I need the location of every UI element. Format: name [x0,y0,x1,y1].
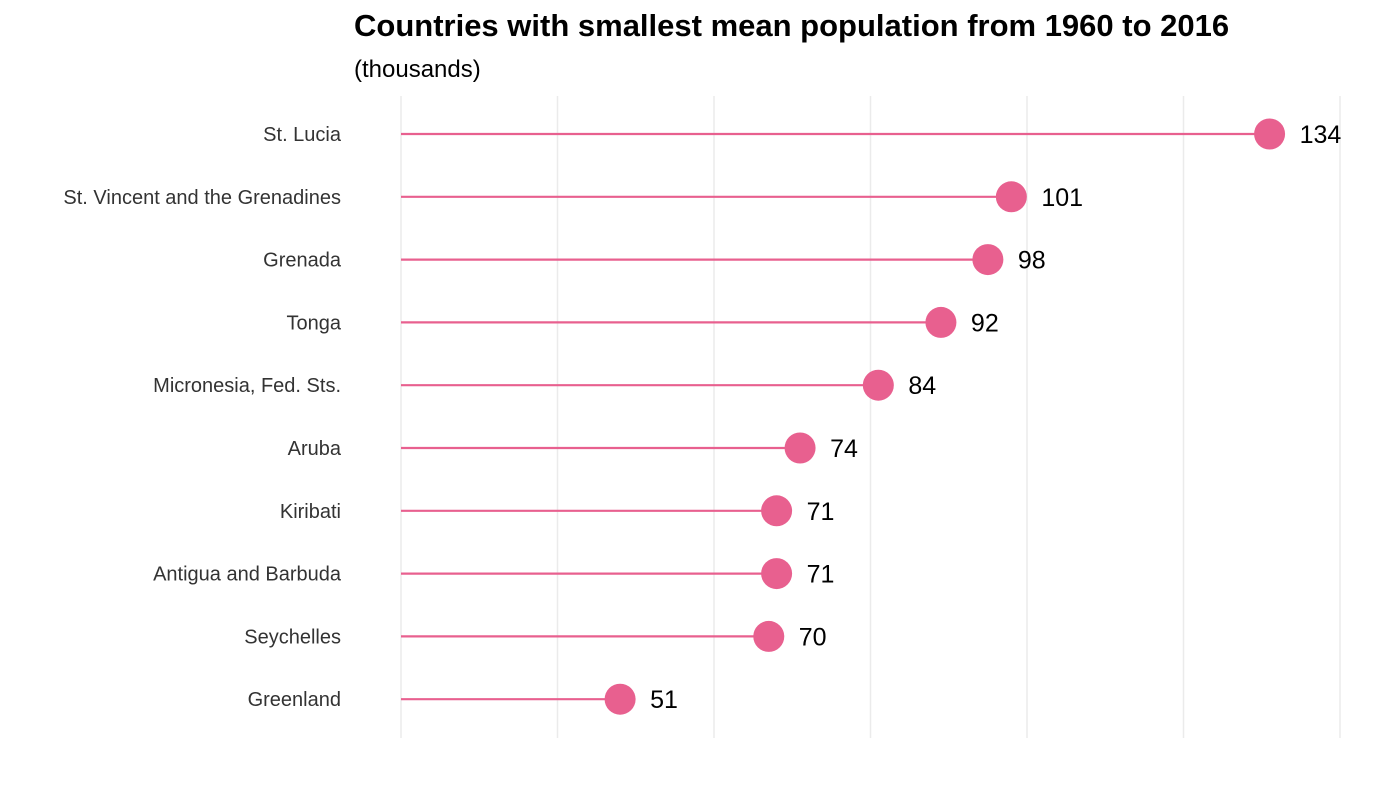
grid-lines [400,96,1341,738]
value-label: 71 [807,498,835,526]
lollipop-dot [1254,118,1286,150]
dots [604,118,1286,715]
category-label: Kiribati [280,501,341,523]
value-label: 101 [1041,184,1083,212]
chart-title: Countries with smallest mean population … [354,8,1230,43]
value-label: 71 [807,561,835,589]
lollipop-dot [753,620,785,652]
value-label: 51 [650,686,678,714]
value-label: 70 [799,623,827,651]
value-label: 92 [971,309,999,337]
lollipop-dot [862,369,894,401]
lollipop-dot [761,495,793,527]
category-label: Aruba [288,438,342,460]
category-label: St. Lucia [263,124,342,146]
category-label: Grenada [263,250,342,272]
value-label: 98 [1018,247,1046,275]
category-label: Greenland [248,689,341,711]
lollipop-dot [995,181,1027,213]
value-label: 74 [830,435,858,463]
value-label: 84 [908,372,936,400]
lollipop-dot [604,683,636,715]
category-labels: St. Lucia St. Vincent and the Grenadines G… [63,124,341,711]
lollipop-dot [784,432,816,464]
value-label: 134 [1300,121,1342,149]
value-labels: 134 101 98 92 84 74 71 71 70 51 [650,121,1341,714]
category-label: Antigua and Barbuda [153,564,342,586]
lollipop-dot [761,558,793,590]
lollipop-dot [972,244,1004,276]
category-label: Tonga [287,312,342,334]
category-label: Seychelles [244,626,341,648]
category-label: Micronesia, Fed. Sts. [153,375,341,397]
stems [401,132,1270,701]
lollipop-dot [925,306,957,338]
category-label: St. Vincent and the Grenadines [63,187,341,209]
chart-subtitle: (thousands) [354,56,481,83]
